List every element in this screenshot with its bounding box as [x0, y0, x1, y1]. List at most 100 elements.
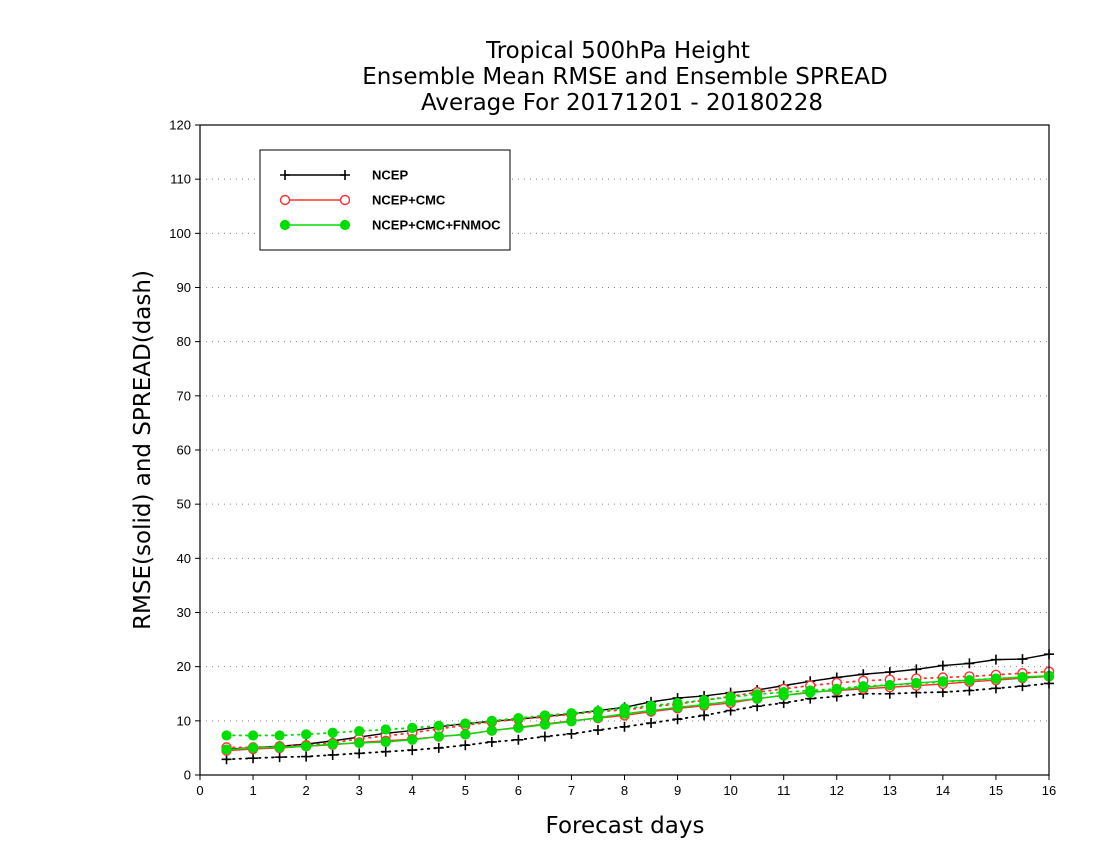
- rmse-point: [698, 699, 710, 710]
- rmse-point: [247, 742, 259, 754]
- rmse-point: [964, 675, 975, 686]
- x-tick-label: 10: [723, 783, 737, 798]
- legend-label: NCEP: [372, 168, 408, 183]
- spread-point: [221, 754, 232, 765]
- rmse-point: [354, 737, 365, 749]
- rmse-point: [592, 712, 604, 723]
- rmse-point: [539, 719, 551, 730]
- series-ncep: [221, 649, 1054, 765]
- rmse-point: [937, 676, 948, 687]
- rmse-point: [990, 654, 1001, 665]
- spread-point: [274, 730, 285, 741]
- spread-point: [247, 730, 259, 741]
- spread-point: [407, 722, 418, 733]
- chart-title-line-1: Tropical 500hPa Height: [485, 38, 750, 64]
- spread-point: [380, 746, 391, 757]
- spread-point: [513, 734, 524, 745]
- rmse-point: [407, 734, 418, 745]
- rmse-point: [274, 742, 285, 753]
- y-tick-label: 50: [177, 497, 191, 512]
- spread-point: [327, 749, 338, 760]
- rmse-point: [380, 736, 391, 748]
- rmse-point: [725, 696, 736, 707]
- spread-point: [460, 718, 471, 729]
- x-tick-label: 8: [621, 783, 628, 798]
- x-tick-label: 2: [303, 783, 310, 798]
- y-tick-label: 40: [177, 551, 191, 566]
- x-tick-label: 14: [936, 783, 950, 798]
- legend-marker: [279, 219, 291, 231]
- rmse-point: [619, 708, 630, 719]
- y-tick-label: 10: [177, 713, 191, 728]
- x-tick-label: 15: [989, 783, 1003, 798]
- y-axis: 0 10 20 30 40 50 60 70 80 90 100 110 120: [169, 118, 200, 783]
- gridlines: [200, 178, 1049, 722]
- rmse-point: [990, 673, 1002, 684]
- spread-point: [354, 748, 365, 759]
- spread-point: [964, 685, 975, 696]
- legend-marker: [340, 170, 350, 180]
- legend: NCEP NCEP+CMC NCEP+CMC+FNMOC: [259, 149, 511, 251]
- legend-label: NCEP+CMC+FNMOC: [372, 218, 501, 233]
- y-tick-label: 100: [169, 226, 191, 241]
- chart-title: Tropical 500hPa Height Ensemble Mean RMS…: [362, 38, 887, 116]
- spread-point: [248, 753, 259, 764]
- spread-point: [380, 724, 391, 735]
- chart-title-line-3: Average For 20171201 - 20180228: [421, 90, 823, 116]
- x-tick-label: 16: [1042, 783, 1056, 798]
- legend-marker: [280, 170, 290, 180]
- spread-point: [407, 745, 418, 756]
- legend-label: NCEP+CMC: [372, 193, 446, 208]
- y-axis-label: RMSE(solid) and SPREAD(dash): [130, 270, 156, 630]
- rmse-point: [858, 682, 869, 693]
- rmse-point: [752, 693, 763, 704]
- spread-point: [433, 720, 444, 731]
- series-layer: [221, 649, 1055, 765]
- x-tick-label: 13: [883, 783, 897, 798]
- y-tick-label: 70: [177, 388, 191, 403]
- y-tick-label: 20: [177, 659, 191, 674]
- x-axis: 0 1 2 3 4 5 6 7 8 9 10 11 12 13 14 15 16: [196, 775, 1056, 798]
- chart-title-line-2: Ensemble Mean RMSE and Ensemble SPREAD: [362, 64, 887, 90]
- rmse-point: [672, 702, 683, 713]
- spread-point: [513, 713, 524, 724]
- rmse-point: [964, 658, 975, 669]
- x-tick-label: 7: [568, 783, 575, 798]
- spread-point: [274, 752, 285, 763]
- x-tick-label: 11: [777, 783, 791, 798]
- rmse-point: [831, 684, 842, 696]
- series-ncep-cmc-fnmoc: [221, 670, 1055, 755]
- legend-marker: [339, 194, 351, 206]
- legend-item: NCEP+CMC+FNMOC: [279, 218, 501, 233]
- rmse-point: [221, 744, 232, 755]
- series-ncep-cmc: [221, 666, 1055, 756]
- rmse-point: [460, 729, 471, 740]
- spread-point: [539, 731, 550, 742]
- x-tick-label: 6: [515, 783, 522, 798]
- x-tick-label: 5: [462, 783, 469, 798]
- legend-item: NCEP: [280, 168, 408, 183]
- spread-point: [221, 730, 232, 741]
- rmse-point: [486, 725, 497, 736]
- x-tick-label: 4: [409, 783, 416, 798]
- spread-point: [619, 721, 630, 732]
- rmse-point: [301, 741, 312, 752]
- rmse-point: [911, 677, 922, 689]
- rmse-point: [645, 705, 657, 716]
- spread-point: [486, 715, 497, 726]
- y-tick-label: 120: [169, 118, 191, 133]
- y-tick-label: 30: [177, 605, 191, 620]
- y-tick-label: 0: [184, 768, 191, 783]
- y-tick-label: 90: [177, 280, 191, 295]
- rmse-point: [884, 679, 895, 691]
- x-tick-label: 1: [249, 783, 256, 798]
- x-axis-label: Forecast days: [546, 813, 705, 839]
- spread-point: [354, 726, 365, 737]
- rmse-point: [1017, 671, 1028, 683]
- spread-point: [327, 727, 338, 738]
- rmse-point: [433, 731, 444, 742]
- y-tick-label: 60: [177, 443, 191, 458]
- x-tick-label: 12: [830, 783, 844, 798]
- spread-point: [433, 742, 444, 753]
- spread-point: [539, 710, 551, 721]
